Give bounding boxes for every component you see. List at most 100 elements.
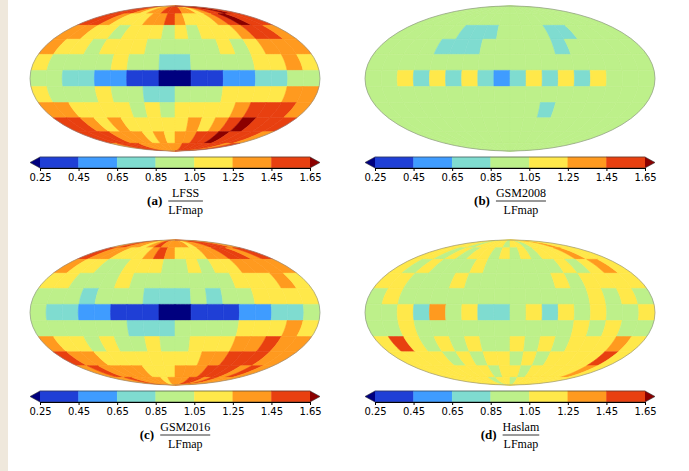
map-cell bbox=[638, 70, 655, 86]
map-cell bbox=[139, 143, 175, 151]
map-cell bbox=[526, 70, 542, 86]
map-cell bbox=[111, 54, 129, 70]
fraction-bar bbox=[168, 201, 203, 202]
map-cell bbox=[263, 259, 297, 273]
map-cell bbox=[467, 377, 510, 385]
colorbar-segment bbox=[606, 157, 645, 168]
map-cell bbox=[164, 366, 175, 378]
map-cell bbox=[365, 70, 382, 86]
map-cell bbox=[175, 273, 190, 288]
map-cell bbox=[297, 321, 320, 337]
colorbar-tick-label: 0.85 bbox=[145, 406, 167, 417]
colorbar-tick-mark bbox=[117, 168, 118, 171]
map-cell bbox=[510, 54, 526, 70]
map-cell bbox=[175, 70, 191, 86]
colorbar-tick-mark bbox=[491, 168, 492, 171]
colorbar-tick-mark bbox=[645, 402, 646, 405]
map-cell bbox=[145, 273, 162, 288]
map-cell bbox=[143, 304, 159, 320]
colorbar-tick: 0.65 bbox=[107, 402, 129, 417]
map-cell bbox=[503, 143, 510, 151]
map-cell bbox=[143, 70, 159, 86]
map-cell bbox=[446, 54, 464, 70]
map-cell bbox=[568, 248, 609, 260]
colorbar-tick: 0.85 bbox=[145, 402, 167, 417]
colorbar-segment bbox=[452, 391, 491, 402]
map-cell bbox=[525, 87, 542, 103]
map-cell bbox=[153, 143, 175, 151]
map-cell bbox=[143, 321, 160, 337]
map-cell bbox=[175, 87, 191, 103]
colorbar-extend-high bbox=[310, 157, 320, 168]
map-cell bbox=[598, 259, 632, 273]
colorbar-tick: 0.25 bbox=[29, 168, 51, 183]
map-cell bbox=[496, 25, 510, 39]
colorbar-tick-mark bbox=[156, 168, 157, 171]
map-cell bbox=[223, 70, 239, 86]
map-cell bbox=[30, 304, 47, 320]
colorbar-segment bbox=[117, 157, 156, 168]
colorbar-tick-mark bbox=[452, 402, 453, 405]
map-cell bbox=[495, 273, 510, 288]
map-cell bbox=[574, 304, 591, 320]
panel: 0.250.450.650.851.051.251.451.65(b)GSM20… bbox=[364, 6, 656, 217]
colorbar-tick-mark bbox=[310, 168, 311, 171]
map-cell bbox=[496, 143, 510, 151]
map-cell bbox=[207, 304, 223, 320]
map-cell bbox=[127, 304, 143, 320]
map-cell bbox=[160, 103, 175, 118]
map-cell bbox=[568, 14, 609, 26]
map-cell bbox=[480, 337, 497, 352]
map-cell bbox=[205, 321, 223, 337]
colorbar-tick-label: 1.45 bbox=[261, 172, 283, 183]
map-cell bbox=[542, 304, 558, 320]
panel-label: (a) bbox=[147, 193, 162, 208]
colorbar-tick-label: 1.05 bbox=[519, 406, 541, 417]
map-cell bbox=[632, 321, 655, 337]
colorbar-tick-mark bbox=[40, 402, 41, 405]
colorbar-tick-label: 0.85 bbox=[145, 172, 167, 183]
colorbar-tick: 1.45 bbox=[596, 168, 618, 183]
colorbar-tick: 1.25 bbox=[557, 402, 579, 417]
colorbar-axis-line bbox=[376, 402, 646, 403]
map-cell bbox=[168, 143, 175, 151]
map-cell bbox=[445, 377, 510, 385]
map-cell bbox=[525, 321, 542, 337]
map-cell bbox=[397, 304, 414, 320]
map-cell bbox=[381, 70, 398, 86]
map-cell bbox=[127, 87, 145, 103]
map-cell bbox=[606, 304, 623, 320]
map-cell bbox=[168, 240, 175, 248]
colorbar-tick-mark bbox=[310, 402, 311, 405]
map-outline bbox=[365, 6, 655, 151]
map-cell bbox=[255, 304, 272, 320]
map-cell bbox=[499, 248, 510, 260]
colorbar-tick-label: 1.25 bbox=[557, 172, 579, 183]
figure-canvas: 0.250.450.650.851.051.251.451.65(a)LFSSL… bbox=[0, 0, 689, 471]
colorbar-tick-mark bbox=[414, 168, 415, 171]
colorbar-tick: 1.65 bbox=[634, 402, 656, 417]
colorbar-segment bbox=[491, 157, 530, 168]
map-cell bbox=[525, 288, 542, 304]
panel: 0.250.450.650.851.051.251.451.65(c)GSM20… bbox=[29, 240, 321, 451]
colorbar-tick-mark bbox=[568, 402, 569, 405]
map-cell bbox=[510, 337, 525, 352]
map-cell bbox=[160, 273, 175, 288]
map-cell bbox=[153, 6, 175, 14]
colorbar: 0.250.450.650.851.051.251.451.65 bbox=[29, 157, 321, 183]
caption: (a)LFSSLFmap bbox=[147, 186, 203, 217]
colorbar-tick-label: 1.45 bbox=[261, 406, 283, 417]
map-cell bbox=[159, 54, 175, 70]
colorbar-segment bbox=[271, 157, 310, 168]
map-cell bbox=[175, 337, 190, 352]
map-cell bbox=[474, 143, 510, 151]
colorbar-tick-label: 0.45 bbox=[403, 406, 425, 417]
map-cell bbox=[283, 103, 311, 118]
map-cell bbox=[365, 304, 382, 320]
map-cell bbox=[446, 321, 464, 337]
colorbar-tick: 0.45 bbox=[403, 402, 425, 417]
colorbar-tick: 0.45 bbox=[68, 402, 90, 417]
sky-map bbox=[30, 6, 320, 151]
colorbar-segment bbox=[568, 157, 607, 168]
colorbar-tick-label: 1.05 bbox=[184, 406, 206, 417]
